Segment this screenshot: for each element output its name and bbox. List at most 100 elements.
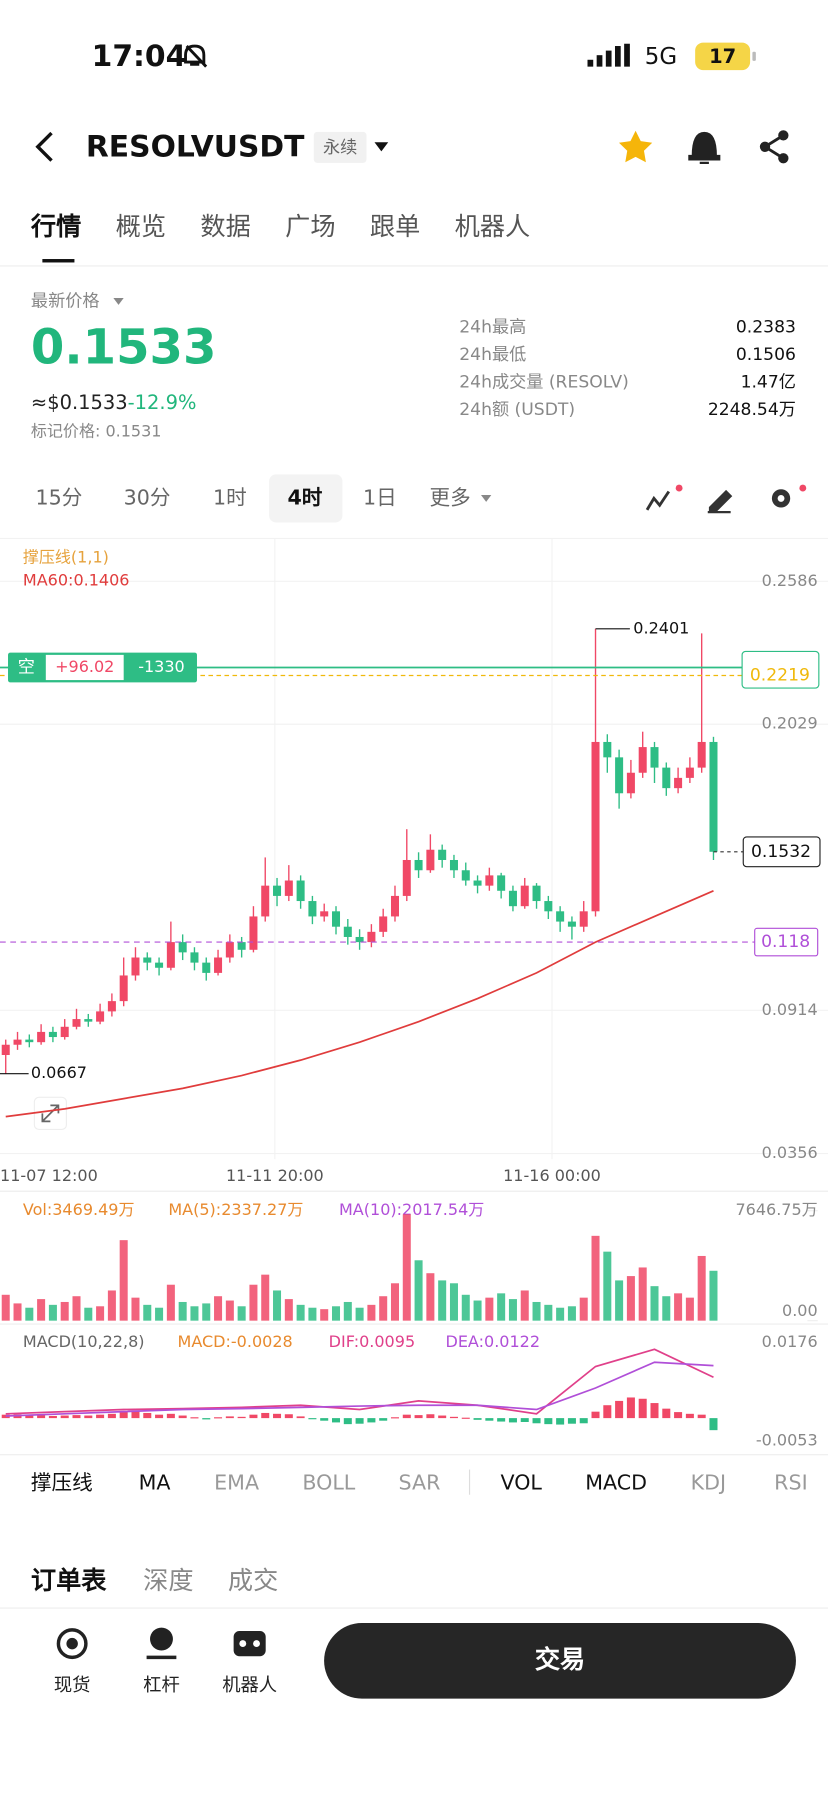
volume-bar [84, 1307, 93, 1321]
tab[interactable]: 跟单 [370, 212, 420, 241]
candle-body [261, 885, 270, 917]
margin-icon[interactable] [150, 1627, 173, 1651]
usd-price: ≈$0.1533 [31, 391, 128, 414]
macd-bar [190, 1417, 199, 1419]
candle-body [202, 962, 211, 973]
last-price-label: 0.1532 [751, 842, 811, 862]
bot-eye [239, 1640, 247, 1648]
volume-bar [591, 1235, 600, 1321]
dropdown[interactable] [374, 142, 389, 152]
tab[interactable]: 数据 [200, 212, 250, 241]
signal [624, 43, 630, 67]
gap [0, 1517, 828, 1527]
volume-bar [485, 1297, 494, 1321]
indicator-tab[interactable]: EMA [214, 1470, 259, 1494]
macd-bar [497, 1418, 506, 1422]
back-button[interactable] [35, 131, 53, 162]
book-tab[interactable]: 深度 [143, 1566, 193, 1595]
tab[interactable]: 广场 [285, 212, 335, 241]
battery-cap [752, 51, 756, 61]
volume-bar [449, 1283, 458, 1321]
stat-label: 24h最高 [459, 318, 526, 338]
macd-bar [284, 1414, 293, 1419]
macd-label: MACD(10,22,8) [23, 1332, 145, 1351]
macd-bar [72, 1415, 81, 1419]
indicator-tab[interactable]: MACD [585, 1470, 647, 1494]
book-tab[interactable]: 订单表 [31, 1566, 107, 1595]
candle-body [591, 741, 600, 912]
volume-bar [332, 1306, 341, 1321]
book-tab[interactable]: 成交 [228, 1566, 278, 1595]
candle-body [332, 911, 341, 927]
interval[interactable]: 30分 [124, 485, 171, 509]
trade-label[interactable]: 交易 [535, 1645, 585, 1674]
macd-bar [402, 1414, 411, 1419]
indicator-tab[interactable]: 撑压线 [31, 1470, 93, 1494]
expand-icon [41, 1104, 60, 1123]
candle-body [48, 1031, 57, 1038]
nav-label[interactable]: 现货 [54, 1675, 91, 1696]
interval[interactable]: 15分 [36, 485, 83, 509]
candle-body [532, 885, 541, 902]
candle-body [107, 1001, 116, 1012]
macd-bar [556, 1418, 565, 1425]
macd-bar [296, 1416, 305, 1419]
candle-body [579, 911, 588, 927]
tab[interactable]: 机器人 [455, 212, 531, 241]
candle-body [615, 757, 624, 794]
indicator-icon[interactable] [645, 490, 671, 511]
indicator-tab[interactable]: VOL [500, 1470, 542, 1494]
indicator-tab[interactable]: RSI [774, 1470, 807, 1494]
macd-bar [261, 1412, 270, 1419]
bot-icon[interactable] [233, 1631, 266, 1657]
volume-bar [603, 1251, 612, 1321]
volume-bar [638, 1267, 647, 1321]
share-icon[interactable] [759, 130, 789, 164]
candle-body [497, 875, 506, 891]
alert-bell[interactable] [688, 131, 721, 164]
indicator-tab[interactable]: SAR [399, 1470, 441, 1494]
indicator-tab[interactable]: BOLL [302, 1470, 355, 1494]
macd-bar [603, 1405, 612, 1419]
interval[interactable]: 4时 [287, 485, 322, 509]
dropdown[interactable] [113, 297, 124, 305]
volume-bar [473, 1300, 482, 1321]
x-tick-label: 11-11 20:00 [226, 1166, 324, 1185]
nav-label[interactable]: 杠杆 [143, 1675, 180, 1696]
indicator-tab[interactable]: MA [139, 1470, 171, 1494]
volume-bar [166, 1284, 175, 1321]
trade-button[interactable] [324, 1623, 796, 1699]
interval[interactable]: 更多 [429, 485, 470, 509]
candle-body [697, 741, 706, 768]
nav-label[interactable]: 机器人 [222, 1675, 277, 1696]
indicator-label: 撑压线(1,1) [23, 547, 109, 566]
macd-bar [650, 1403, 659, 1419]
candle-body [214, 957, 223, 973]
volume-bar [214, 1296, 223, 1321]
interval[interactable]: 1时 [213, 485, 247, 509]
volume-bar [532, 1301, 541, 1321]
macd-bar [626, 1397, 635, 1419]
stat-value: 1.47亿 [741, 373, 796, 393]
status-icons [184, 42, 756, 71]
candle-body [426, 849, 435, 871]
macd-bar [320, 1418, 329, 1421]
stat-label: 24h成交量 (RESOLV) [459, 373, 629, 393]
volume-bar [355, 1307, 364, 1321]
indicator-tab[interactable]: KDJ [691, 1470, 726, 1494]
interval[interactable]: 1日 [363, 485, 397, 509]
tab[interactable]: 概览 [116, 212, 166, 241]
favorite-star[interactable] [618, 130, 653, 163]
candle-body [166, 942, 175, 968]
spot-icon[interactable] [56, 1628, 88, 1660]
macd-bar [379, 1418, 388, 1421]
draw-icon[interactable] [707, 489, 733, 514]
candle-body [190, 952, 199, 963]
dropdown[interactable] [480, 494, 492, 502]
macd-bar [107, 1413, 116, 1419]
stat-label: 24h额 (USDT) [459, 400, 575, 420]
price-change: -12.9% [128, 391, 197, 414]
volume-bar [662, 1296, 671, 1321]
tab[interactable]: 行情 [30, 212, 81, 241]
macd-bar [615, 1400, 624, 1419]
